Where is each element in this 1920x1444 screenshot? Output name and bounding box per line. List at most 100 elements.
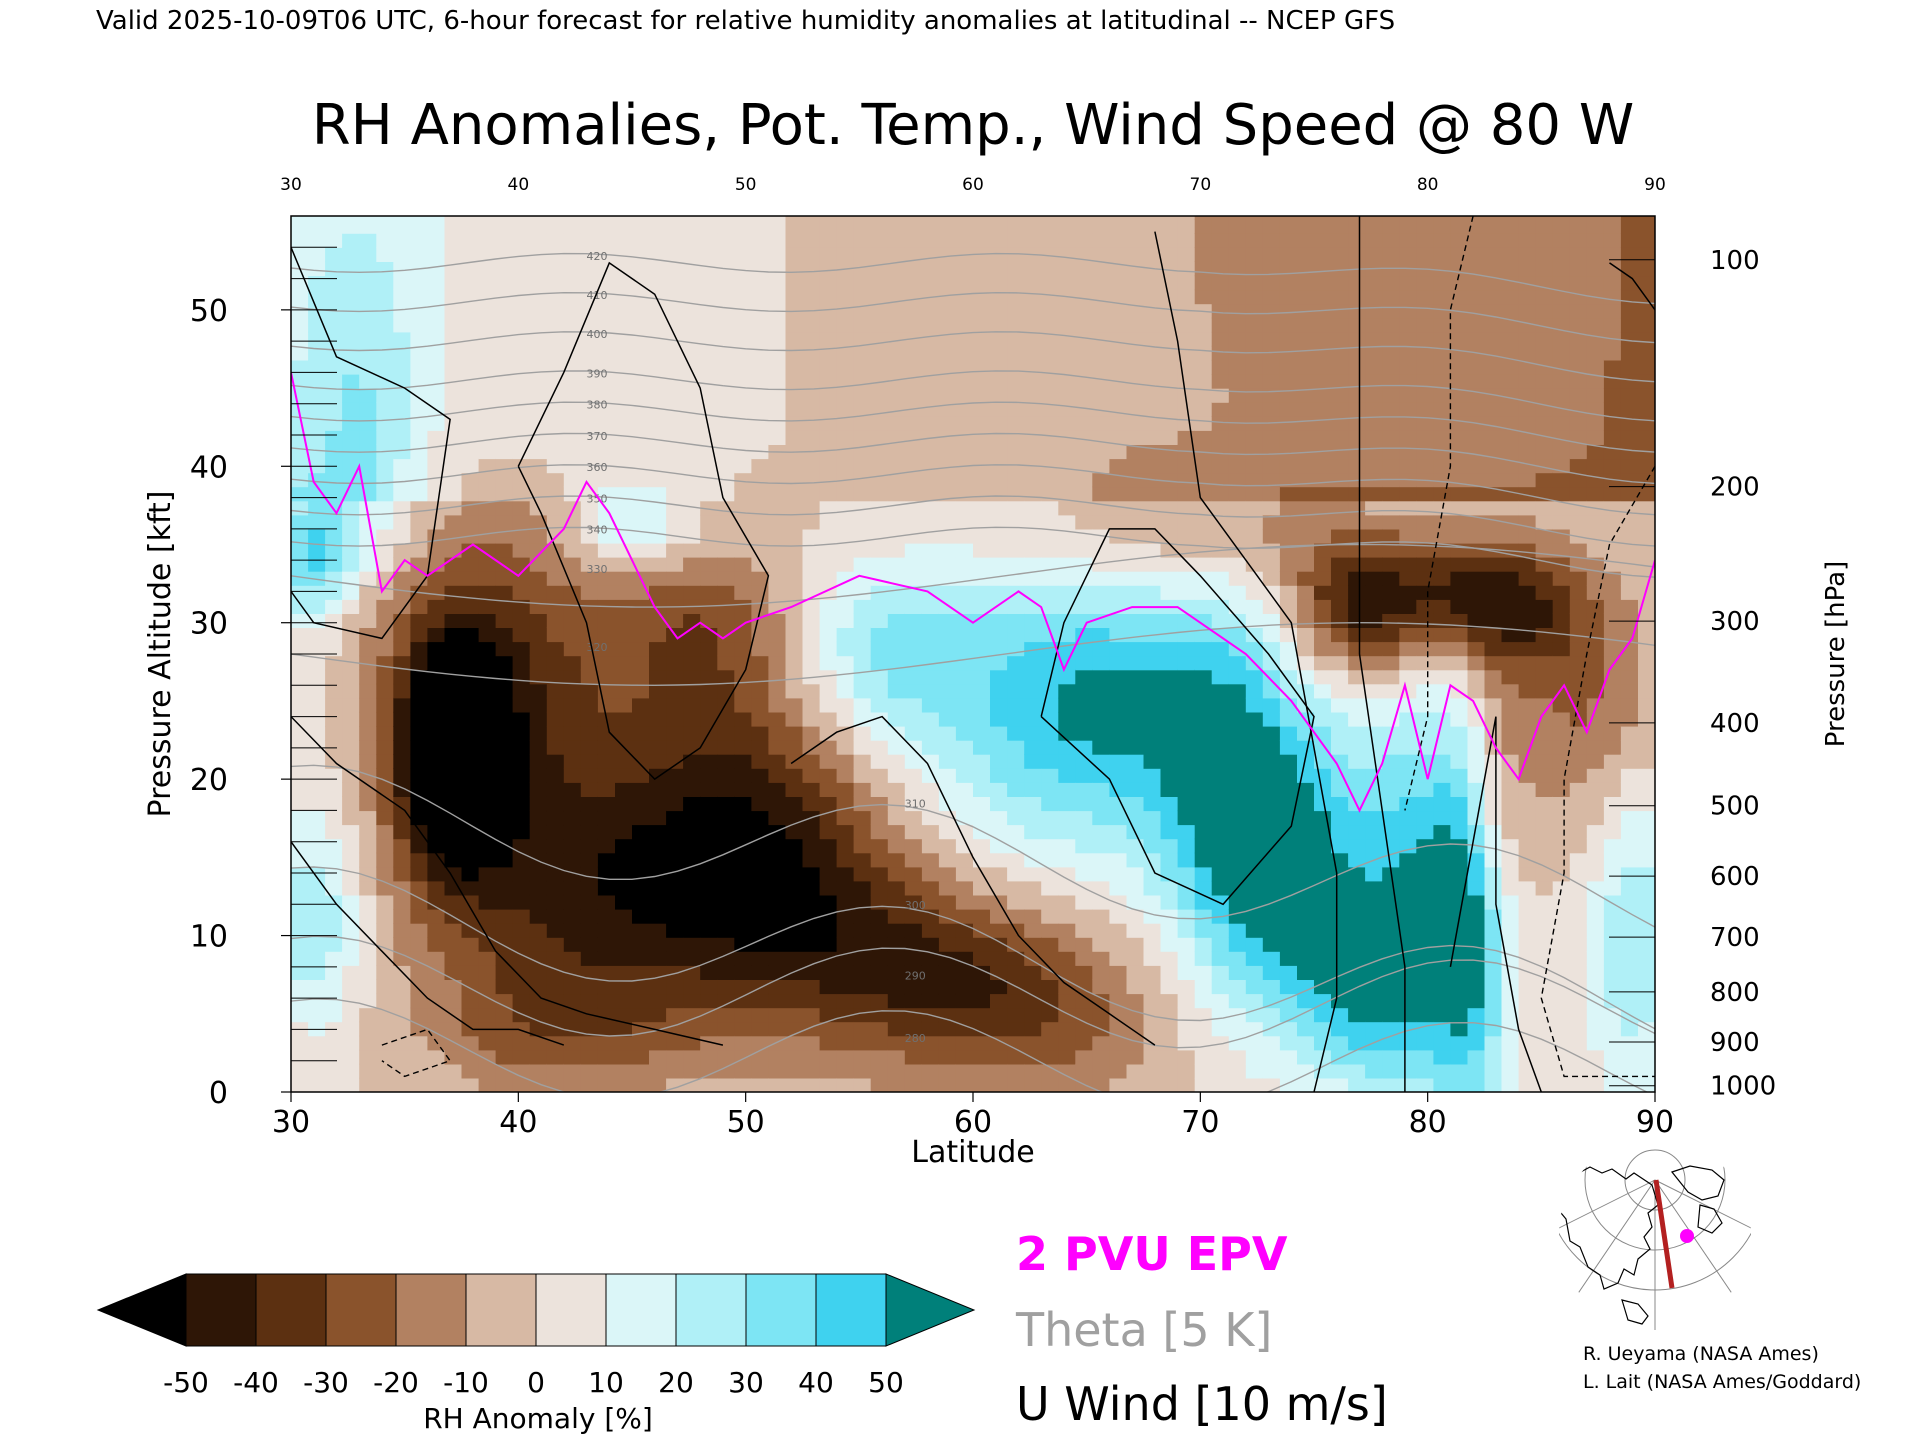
- heat-cell: [563, 669, 582, 685]
- heat-cell: [393, 768, 411, 783]
- heat-cell: [751, 923, 769, 938]
- heat-cell: [1450, 852, 1469, 868]
- heat-cell: [580, 683, 599, 699]
- heat-cell: [683, 613, 701, 628]
- heat-cell: [1416, 500, 1434, 516]
- heat-cell: [580, 796, 599, 812]
- heat-cell: [1535, 247, 1554, 262]
- heat-cell: [768, 1077, 787, 1092]
- heat-cell: [444, 782, 463, 797]
- heat-cell: [1075, 557, 1093, 572]
- heat-cell: [904, 669, 923, 685]
- heat-cell: [1518, 923, 1537, 938]
- heat-cell: [1365, 542, 1383, 558]
- heat-cell: [904, 965, 923, 980]
- heat-cell: [802, 317, 821, 333]
- heat-cell: [768, 838, 787, 854]
- heat-cell: [376, 430, 394, 445]
- heat-cell: [597, 796, 616, 812]
- heat-cell: [291, 585, 309, 600]
- heat-cell: [615, 303, 633, 319]
- heat-cell: [819, 331, 838, 347]
- heat-cell: [1399, 571, 1417, 586]
- heat-cell: [478, 542, 497, 558]
- heat-cell: [529, 655, 548, 671]
- heat-cell: [1331, 965, 1349, 980]
- heat-cell: [512, 1049, 531, 1065]
- heat-cell: [649, 894, 667, 910]
- heat-cell: [904, 416, 923, 431]
- heat-cell: [478, 740, 497, 755]
- heat-cell: [1399, 1007, 1417, 1023]
- heat-cell: [376, 697, 394, 713]
- heat-cell: [393, 810, 411, 826]
- heat-cell: [325, 1007, 343, 1023]
- heat-cell: [785, 866, 804, 882]
- heat-cell: [1416, 754, 1434, 769]
- heat-cell: [1024, 894, 1042, 910]
- heat-cell: [427, 416, 446, 431]
- heat-cell: [853, 472, 872, 488]
- heat-cell: [1041, 683, 1059, 699]
- heat-cell: [700, 514, 718, 530]
- heat-cell: [1450, 782, 1469, 797]
- heat-cell: [1382, 937, 1400, 952]
- heat-cell: [478, 754, 497, 769]
- heat-cell: [1501, 740, 1520, 755]
- heat-cell: [990, 1021, 1008, 1037]
- heat-cell: [973, 796, 991, 812]
- heat-cell: [921, 374, 940, 389]
- heat-cell: [1024, 331, 1042, 347]
- heat-cell: [1501, 528, 1520, 544]
- heat-cell: [973, 627, 991, 643]
- heat-cell: [819, 669, 838, 685]
- heat-cell: [597, 359, 616, 375]
- heat-cell: [1126, 1063, 1145, 1079]
- heat-cell: [597, 641, 616, 657]
- heat-cell: [393, 937, 411, 952]
- heat-cell: [444, 613, 463, 628]
- heat-cell: [802, 486, 821, 502]
- heat-cell: [819, 1049, 838, 1065]
- heat-cell: [1569, 993, 1588, 1009]
- heat-cell: [1194, 486, 1213, 502]
- heat-cell: [1007, 472, 1025, 488]
- heat-cell: [1160, 1049, 1179, 1065]
- heat-cell: [1433, 979, 1451, 995]
- heat-cell: [1501, 275, 1520, 291]
- heat-cell: [1416, 430, 1434, 445]
- heat-cell: [342, 275, 360, 291]
- heat-cell: [1058, 852, 1076, 868]
- heat-cell: [751, 233, 769, 248]
- heat-cell: [1382, 275, 1400, 291]
- heat-cell: [955, 627, 974, 643]
- heat-cell: [410, 542, 428, 558]
- heat-cell: [1228, 528, 1247, 544]
- heat-cell: [1416, 852, 1434, 868]
- heat-cell: [751, 472, 769, 488]
- heat-cell: [615, 937, 633, 952]
- heat-cell: [1007, 219, 1025, 234]
- heat-cell: [1586, 754, 1605, 769]
- heat-cell: [1058, 627, 1076, 643]
- heat-cell: [734, 993, 752, 1009]
- heat-cell: [597, 627, 616, 643]
- heat-cell: [1194, 951, 1213, 966]
- heat-cell: [342, 923, 360, 938]
- heat-cell: [1314, 275, 1332, 291]
- heat-cell: [1569, 458, 1588, 474]
- heat-cell: [990, 374, 1008, 389]
- heat-cell: [359, 782, 377, 797]
- heat-cell: [495, 824, 514, 840]
- heat-cell: [1331, 458, 1349, 474]
- heat-cell: [666, 810, 684, 826]
- heat-cell: [461, 965, 480, 980]
- heat-cell: [580, 965, 599, 980]
- heat-cell: [1535, 782, 1554, 797]
- heat-cell: [308, 951, 326, 966]
- heat-cell: [580, 557, 599, 572]
- heat-cell: [1569, 374, 1588, 389]
- heat-cell: [836, 711, 855, 727]
- heat-cell: [1314, 669, 1332, 685]
- heat-cell: [1092, 655, 1110, 671]
